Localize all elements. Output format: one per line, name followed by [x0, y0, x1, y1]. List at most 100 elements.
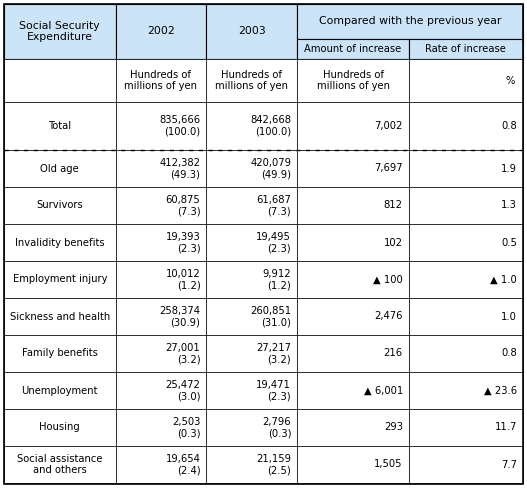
Text: 21,159
(2.5): 21,159 (2.5)	[256, 454, 291, 475]
Bar	[409, 39, 523, 59]
Text: Compared with the previous year: Compared with the previous year	[319, 17, 501, 26]
Bar	[297, 4, 523, 39]
Bar	[207, 446, 297, 483]
Bar	[297, 102, 409, 150]
Bar	[409, 261, 523, 298]
Text: 19,471
(2.3): 19,471 (2.3)	[256, 380, 291, 401]
Text: 1.0: 1.0	[501, 311, 517, 322]
Bar	[207, 261, 297, 298]
Bar	[207, 224, 297, 261]
Bar	[115, 187, 207, 224]
Bar	[297, 150, 409, 187]
Text: 216: 216	[384, 348, 403, 359]
Text: 1.3: 1.3	[501, 201, 517, 210]
Bar	[297, 39, 409, 59]
Bar	[207, 409, 297, 446]
Text: Hundreds of
millions of yen: Hundreds of millions of yen	[317, 70, 389, 91]
Bar	[4, 298, 115, 335]
Text: 0.5: 0.5	[501, 238, 517, 247]
Text: 7,002: 7,002	[375, 121, 403, 131]
Bar	[115, 372, 207, 409]
Bar	[207, 335, 297, 372]
Text: 27,001
(3.2): 27,001 (3.2)	[165, 343, 200, 365]
Bar	[409, 187, 523, 224]
Bar	[4, 4, 115, 59]
Text: 10,012
(1.2): 10,012 (1.2)	[165, 269, 200, 290]
Bar	[4, 372, 115, 409]
Text: 420,079
(49.9): 420,079 (49.9)	[250, 158, 291, 179]
Bar	[115, 59, 207, 102]
Text: 412,382
(49.3): 412,382 (49.3)	[159, 158, 200, 179]
Bar	[115, 298, 207, 335]
Text: 27,217
(3.2): 27,217 (3.2)	[256, 343, 291, 365]
Text: 60,875
(7.3): 60,875 (7.3)	[165, 195, 200, 216]
Bar	[4, 59, 115, 102]
Bar	[409, 409, 523, 446]
Bar	[409, 446, 523, 483]
Text: 25,472
(3.0): 25,472 (3.0)	[165, 380, 200, 401]
Bar	[409, 372, 523, 409]
Bar	[115, 409, 207, 446]
Text: Family benefits: Family benefits	[22, 348, 97, 359]
Bar	[297, 372, 409, 409]
Text: 0.8: 0.8	[501, 121, 517, 131]
Bar	[409, 298, 523, 335]
Bar	[207, 102, 297, 150]
Text: Hundreds of
millions of yen: Hundreds of millions of yen	[216, 70, 288, 91]
Text: ▲ 100: ▲ 100	[373, 274, 403, 285]
Text: 1.9: 1.9	[501, 163, 517, 174]
Text: 11.7: 11.7	[495, 423, 517, 432]
Bar	[4, 335, 115, 372]
Bar	[115, 335, 207, 372]
Text: Housing: Housing	[40, 423, 80, 432]
Text: ▲ 1.0: ▲ 1.0	[490, 274, 517, 285]
Bar	[4, 150, 115, 187]
Bar	[297, 224, 409, 261]
Bar	[4, 446, 115, 483]
Text: ▲ 23.6: ▲ 23.6	[484, 386, 517, 395]
Text: 19,654
(2.4): 19,654 (2.4)	[165, 454, 200, 475]
Bar	[115, 224, 207, 261]
Text: Social assistance
and others: Social assistance and others	[17, 454, 103, 475]
Text: 260,851
(31.0): 260,851 (31.0)	[250, 305, 291, 327]
Bar	[207, 4, 297, 59]
Text: Social Security
Expenditure: Social Security Expenditure	[19, 20, 100, 42]
Text: 812: 812	[384, 201, 403, 210]
Text: 7,697: 7,697	[374, 163, 403, 174]
Text: 61,687
(7.3): 61,687 (7.3)	[256, 195, 291, 216]
Bar	[207, 372, 297, 409]
Text: Sickness and health: Sickness and health	[9, 311, 110, 322]
Bar	[115, 150, 207, 187]
Bar	[4, 261, 115, 298]
Bar	[409, 224, 523, 261]
Bar	[297, 187, 409, 224]
Text: 19,393
(2.3): 19,393 (2.3)	[165, 232, 200, 253]
Text: 2,476: 2,476	[374, 311, 403, 322]
Bar	[297, 446, 409, 483]
Text: ▲ 6,001: ▲ 6,001	[364, 386, 403, 395]
Text: Survivors: Survivors	[36, 201, 83, 210]
Text: Unemployment: Unemployment	[22, 386, 98, 395]
Text: Employment injury: Employment injury	[13, 274, 107, 285]
Bar	[409, 335, 523, 372]
Bar	[207, 150, 297, 187]
Text: 2002: 2002	[147, 26, 175, 37]
Text: 9,912
(1.2): 9,912 (1.2)	[262, 269, 291, 290]
Text: 258,374
(30.9): 258,374 (30.9)	[159, 305, 200, 327]
Bar	[115, 446, 207, 483]
Text: Total: Total	[48, 121, 71, 131]
Text: Hundreds of
millions of yen: Hundreds of millions of yen	[124, 70, 198, 91]
Text: 293: 293	[384, 423, 403, 432]
Bar	[409, 102, 523, 150]
Text: 1,505: 1,505	[374, 460, 403, 469]
Bar	[297, 335, 409, 372]
Text: 0.8: 0.8	[501, 348, 517, 359]
Bar	[207, 298, 297, 335]
Text: 2,796
(0.3): 2,796 (0.3)	[262, 417, 291, 438]
Text: 835,666
(100.0): 835,666 (100.0)	[159, 115, 200, 137]
Bar	[207, 187, 297, 224]
Text: Old age: Old age	[41, 163, 79, 174]
Bar	[409, 150, 523, 187]
Bar	[115, 4, 207, 59]
Bar	[4, 102, 115, 150]
